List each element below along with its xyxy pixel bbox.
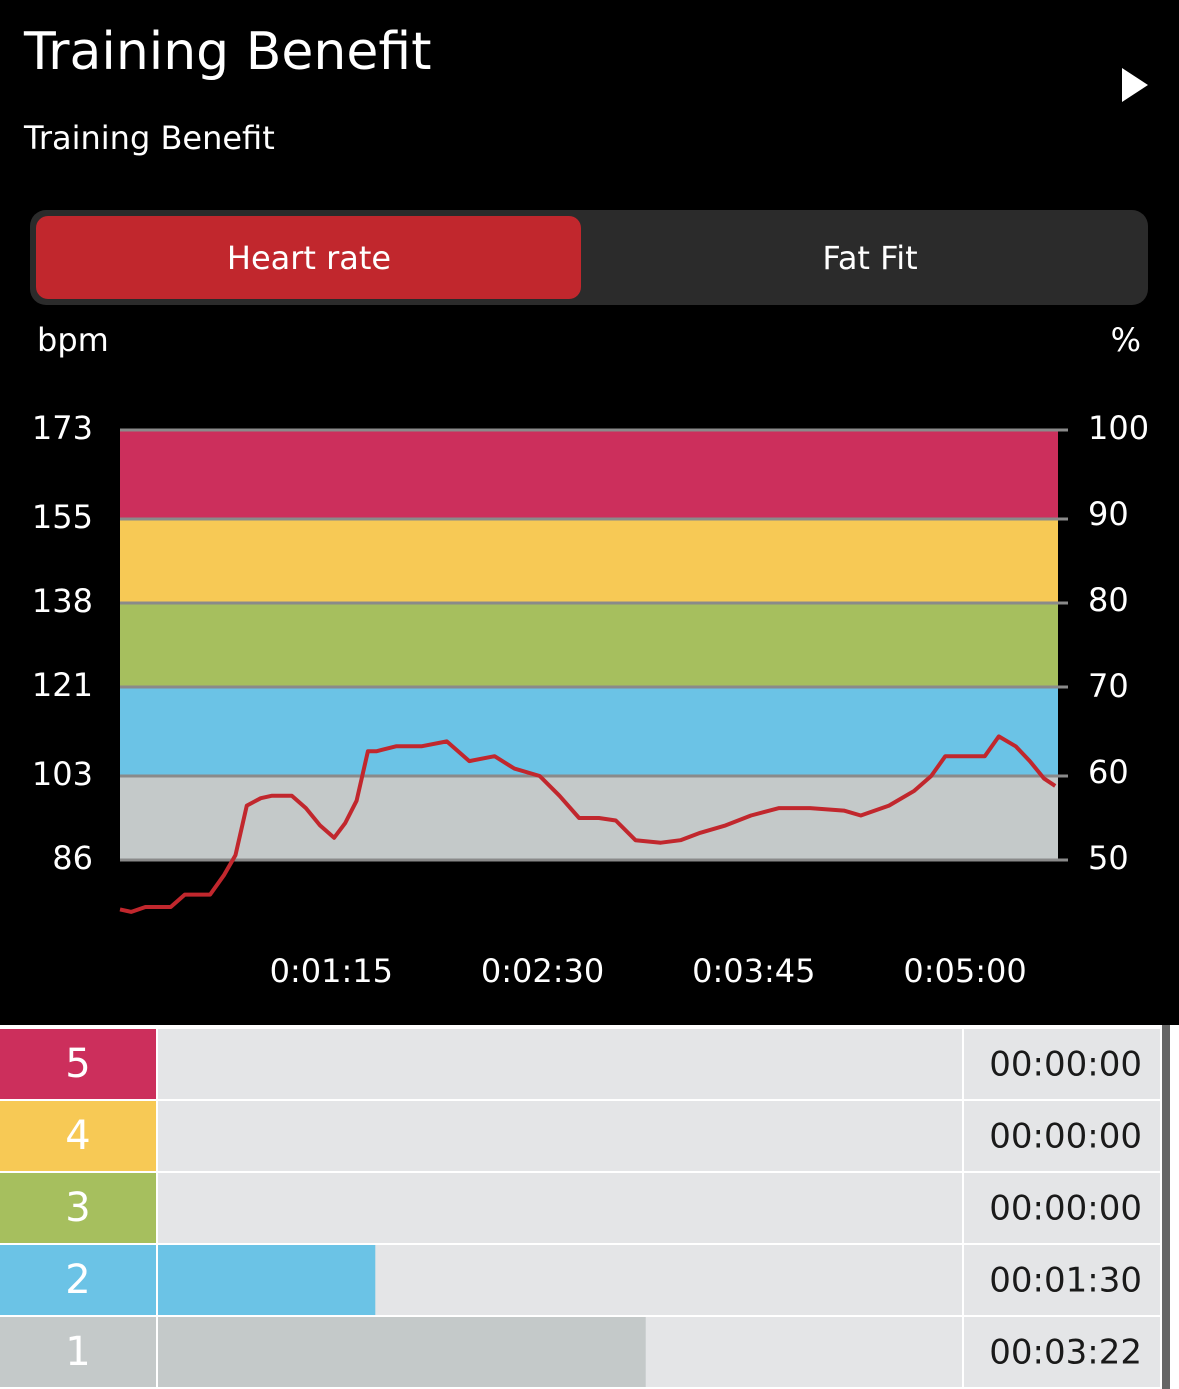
zone-swatch xyxy=(0,1029,156,1099)
tab[interactable]: Fat Fit xyxy=(822,239,917,277)
zone-time: 00:01:30 xyxy=(989,1261,1142,1301)
zone-time: 00:03:22 xyxy=(989,1333,1142,1373)
x-tick-label: 0:01:15 xyxy=(270,952,393,990)
y-tick-label: 155 xyxy=(32,498,93,536)
zone-time-cell xyxy=(964,1173,1160,1243)
y2-tick-label: 60 xyxy=(1088,753,1129,791)
tab[interactable]: Heart rate xyxy=(227,239,391,277)
y2-tick-label: 50 xyxy=(1088,839,1129,877)
y-tick-label: 173 xyxy=(32,409,93,447)
zone-band xyxy=(120,430,1058,519)
y-tick-label: 86 xyxy=(52,839,93,877)
zone-track xyxy=(158,1173,962,1243)
x-tick-label: 0:03:45 xyxy=(692,952,815,990)
zone-swatch xyxy=(0,1317,156,1387)
zone-bar xyxy=(158,1317,646,1387)
zone-swatch xyxy=(0,1245,156,1315)
y-axis-label: bpm xyxy=(37,321,109,359)
scrollbar[interactable] xyxy=(1162,1025,1170,1389)
x-tick-label: 0:05:00 xyxy=(903,952,1026,990)
zone-band xyxy=(120,518,1058,603)
y-tick-label: 103 xyxy=(32,755,93,793)
zone-bar xyxy=(158,1245,376,1315)
zone-time-cell xyxy=(964,1245,1160,1315)
zone-number: 4 xyxy=(65,1113,90,1159)
zone-band xyxy=(120,602,1058,688)
y2-tick-label: 80 xyxy=(1088,581,1129,619)
x-tick-label: 0:02:30 xyxy=(481,952,604,990)
heart-rate-line xyxy=(119,734,1057,914)
zone-time-cell xyxy=(964,1029,1160,1099)
zone-time: 00:00:00 xyxy=(989,1189,1142,1229)
tab-active-bg[interactable] xyxy=(36,216,581,299)
page-title: Training Benefit xyxy=(23,22,431,82)
y2-tick-label: 90 xyxy=(1088,495,1129,533)
y2-tick-label: 100 xyxy=(1088,409,1149,447)
zone-time-cell xyxy=(964,1101,1160,1171)
y-tick-label: 138 xyxy=(32,582,93,620)
zone-number: 2 xyxy=(65,1257,90,1303)
zone-time: 00:00:00 xyxy=(989,1117,1142,1157)
zone-number: 1 xyxy=(65,1329,90,1375)
play-button[interactable] xyxy=(1122,68,1148,102)
zone-time-cell xyxy=(964,1317,1160,1387)
zone-time: 00:00:00 xyxy=(989,1045,1142,1085)
zone-number: 5 xyxy=(65,1041,90,1087)
y-tick-label: 121 xyxy=(32,666,93,704)
page-subtitle: Training Benefit xyxy=(23,119,275,157)
zone-band xyxy=(120,687,1058,776)
zone-track xyxy=(158,1029,962,1099)
zone-swatch xyxy=(0,1173,156,1243)
y2-axis-label: % xyxy=(1111,321,1141,359)
zone-track xyxy=(158,1101,962,1171)
zone-number: 3 xyxy=(65,1185,90,1231)
y2-tick-label: 70 xyxy=(1088,667,1129,705)
zone-swatch xyxy=(0,1101,156,1171)
